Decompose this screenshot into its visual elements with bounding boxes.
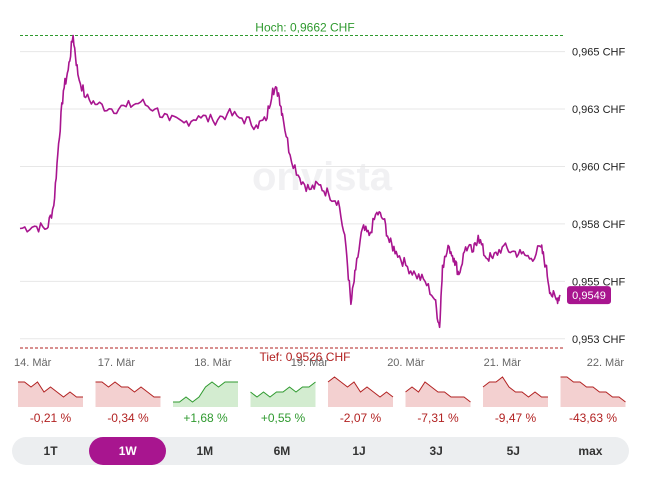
mini-chart-line [327, 376, 394, 398]
performance-label: -0,21 % [30, 411, 72, 425]
y-tick-label: 0,955 CHF [572, 276, 625, 288]
tab-max[interactable]: max [578, 444, 603, 458]
mini-chart-line [18, 381, 83, 398]
tab-1t[interactable]: 1T [43, 444, 58, 458]
x-tick-label: 20. Mär [387, 357, 425, 369]
mini-chart-line [482, 376, 548, 398]
mini-chart-area [95, 382, 161, 407]
tab-6m[interactable]: 6M [273, 444, 291, 458]
last-price-badge [567, 286, 611, 305]
last-price-label: 0,9549 [572, 290, 606, 302]
tab-1m[interactable]: 1M [196, 444, 214, 458]
mini-chart-line [560, 376, 626, 403]
mini-chart-area [18, 382, 83, 407]
y-tick-label: 0,958 CHF [572, 219, 625, 231]
performance-label: -9,47 % [495, 411, 537, 425]
mini-chart-area [405, 382, 471, 407]
tab-3j[interactable]: 3J [429, 444, 443, 458]
mini-chart-area [250, 382, 316, 407]
performance-label: +1,68 % [183, 411, 228, 425]
x-tick-label: 19. Mär [291, 357, 329, 369]
x-tick-label: 18. Mär [194, 357, 232, 369]
mini-chart-area [560, 377, 626, 407]
mini-chart-line [405, 381, 471, 403]
y-tick-label: 0,965 CHF [572, 47, 625, 59]
tab-5j[interactable]: 5J [506, 444, 520, 458]
price-series-line [19, 34, 561, 329]
x-tick-label: 22. Mär [587, 357, 625, 369]
y-tick-label: 0,963 CHF [572, 104, 625, 116]
y-tick-label: 0,960 CHF [572, 161, 625, 173]
x-tick-label: 14. Mär [14, 357, 52, 369]
performance-label: -7,31 % [417, 411, 459, 425]
tab-1w[interactable]: 1W [89, 437, 167, 465]
performance-label: +0,55 % [261, 411, 306, 425]
performance-label: -43,63 % [569, 411, 617, 425]
mini-chart-area [173, 382, 238, 407]
mini-chart-line [173, 381, 238, 403]
tab-1j[interactable]: 1J [352, 444, 366, 458]
mini-chart-line [250, 381, 316, 398]
y-tick-label: 0,953 CHF [572, 334, 625, 346]
timeframe-tabs: 1T 1W 1M 6M 1J 3J 5J max [12, 437, 629, 465]
watermark-logo: onvista [252, 155, 393, 199]
mini-chart-line [95, 381, 161, 398]
performance-label: -0,34 % [107, 411, 149, 425]
x-tick-label: 21. Mär [484, 357, 522, 369]
x-tick-label: 17. Mär [98, 357, 136, 369]
high-label: Hoch: 0,9662 CHF [255, 20, 354, 34]
price-chart: onvista 0,953 CHF 0,955 CHF 0,958 CHF 0,960 … [14, 20, 626, 425]
low-label: Tief: 0,9526 CHF [260, 350, 351, 364]
performance-label: -2,07 % [340, 411, 382, 425]
